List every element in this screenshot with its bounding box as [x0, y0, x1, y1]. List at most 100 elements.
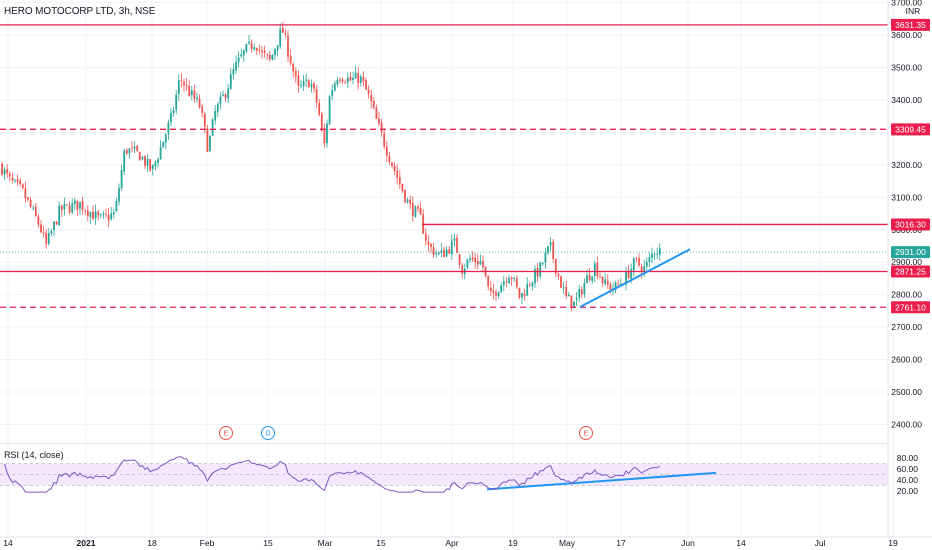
candle-body	[102, 213, 105, 215]
candle	[591, 276, 594, 285]
candle-body	[235, 61, 237, 71]
candle	[547, 245, 549, 255]
candle-body	[474, 257, 477, 263]
candle	[258, 44, 261, 54]
event-marker-earnings[interactable]: E	[579, 426, 593, 440]
candle	[294, 67, 297, 83]
candle-body	[432, 247, 435, 255]
candle	[518, 287, 521, 300]
candle-body	[419, 208, 422, 215]
candle	[552, 238, 555, 263]
candle-body	[583, 282, 586, 295]
candle-body	[292, 63, 295, 72]
candle	[248, 34, 250, 46]
candle	[112, 208, 115, 219]
candle-body	[573, 301, 575, 308]
candle-body	[203, 113, 206, 127]
candle	[27, 197, 29, 202]
candle-body	[263, 50, 266, 54]
time-tick-label: May	[559, 538, 576, 548]
candle-body	[443, 250, 445, 258]
candle-body	[164, 134, 167, 143]
candle-body	[37, 216, 40, 225]
candle	[419, 202, 422, 215]
candle-body	[640, 266, 643, 272]
pane-separator[interactable]	[0, 443, 888, 444]
rsi-trendline[interactable]	[486, 471, 717, 491]
candle	[42, 225, 45, 238]
rsi-tick-label: 80.00	[897, 453, 919, 463]
time-tick-label: Feb	[200, 538, 215, 548]
candle	[380, 118, 383, 137]
price-tick-label: 2400.00	[891, 419, 922, 429]
candle-body	[552, 241, 555, 259]
candle	[16, 174, 19, 186]
candle	[97, 209, 100, 221]
candle	[76, 200, 79, 217]
price-tick-label: 3600.00	[891, 30, 922, 40]
candle	[157, 157, 159, 168]
candle	[3, 166, 6, 180]
candle	[185, 78, 188, 91]
rsi-line	[4, 456, 661, 493]
candle	[461, 262, 464, 279]
candle-body	[531, 282, 534, 287]
candle	[479, 254, 482, 266]
candle	[456, 234, 458, 254]
candle-body	[500, 285, 503, 293]
currency-label: INR	[906, 6, 921, 16]
candle-body	[6, 169, 9, 174]
candle-body	[190, 90, 193, 96]
candle-body	[258, 49, 261, 51]
candle-body	[430, 244, 432, 247]
time-axis[interactable]: 14 2021 18 Feb 15 Mar 15 Apr 19 May 17 Jun 14 Jul 19	[0, 536, 932, 548]
candle-body	[118, 188, 120, 202]
candle-body	[513, 277, 516, 279]
candle-body	[240, 54, 243, 57]
last-price-text: 2931.00	[895, 247, 926, 257]
candle-body	[300, 85, 302, 87]
candle	[658, 243, 661, 261]
candle-body	[619, 283, 622, 285]
candle	[188, 80, 191, 97]
candle	[92, 205, 94, 220]
price-trendline[interactable]	[579, 248, 691, 308]
candle	[73, 197, 76, 211]
event-marker-dividend[interactable]: D	[261, 426, 275, 440]
candle	[635, 257, 638, 263]
candle-body	[219, 96, 222, 105]
candle-body	[448, 249, 451, 254]
trend-lines[interactable]	[486, 248, 717, 491]
event-marker-earnings[interactable]: E	[219, 426, 233, 440]
candle-body	[393, 165, 396, 172]
candle	[133, 141, 136, 153]
candle-body	[357, 73, 360, 83]
candle	[21, 183, 24, 191]
candle	[123, 148, 126, 175]
candle	[50, 228, 53, 237]
candle	[346, 72, 349, 89]
candle-body	[599, 276, 601, 278]
candle	[549, 236, 552, 252]
horizontal-levels[interactable]	[0, 24, 888, 308]
candle-body	[398, 177, 401, 185]
candle	[250, 39, 253, 53]
candle-body	[172, 110, 175, 114]
candle-body	[274, 49, 276, 55]
candle-body	[276, 45, 279, 51]
candle	[378, 111, 380, 127]
candle-body	[609, 284, 612, 290]
candle	[138, 151, 141, 161]
candle	[453, 233, 456, 247]
candle-body	[549, 242, 552, 246]
candle-body	[68, 205, 71, 213]
candle	[128, 147, 131, 159]
candle-body	[250, 42, 253, 49]
candle-body	[534, 269, 536, 284]
candle	[81, 196, 84, 215]
candle	[136, 145, 139, 152]
candle	[268, 51, 271, 62]
candle-body	[47, 233, 50, 244]
